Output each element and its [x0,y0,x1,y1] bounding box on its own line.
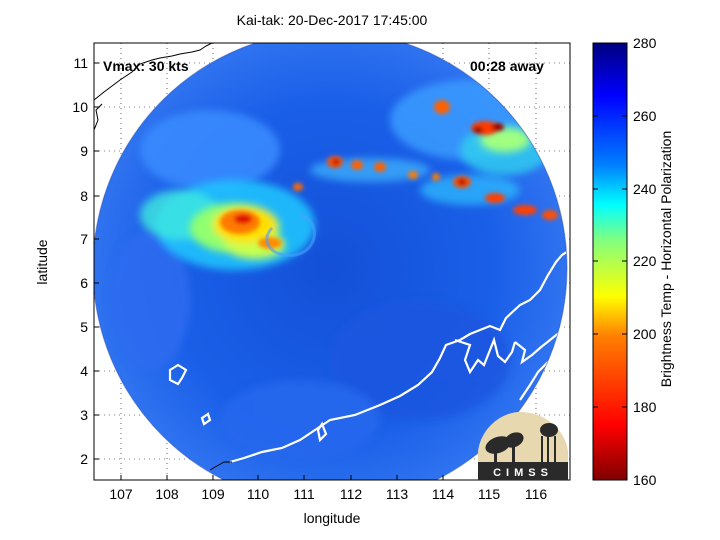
x-tick-label: 113 [386,486,409,502]
colorbar-tick-label: 180 [633,399,657,415]
colorbar-tick-label: 220 [633,253,657,269]
map-plot [94,43,570,480]
coastline-north [94,43,213,101]
y-tick-labels: 11 10 9 8 7 6 5 4 3 2 [72,55,88,467]
y-tick-label: 7 [80,231,88,247]
colorbar-tick-label: 280 [633,35,657,51]
x-tick-label: 112 [340,486,363,502]
brightness-temp-swath [94,43,567,480]
colorbar [592,42,628,481]
colorbar-label: Brightness Temp - Horizontal Polarizatio… [658,130,674,388]
y-tick-label: 9 [80,143,88,159]
y-axis-label: latitude [34,239,50,285]
colorbar-ticks [593,42,627,481]
y-tick-label: 11 [73,55,88,71]
time-offset-label: 00:28 away [470,58,544,74]
colorbar-tick-label: 200 [633,326,657,342]
plot-frame [93,42,571,481]
colorbar-tick-label: 160 [633,472,657,488]
x-tick-label: 114 [432,486,455,502]
y-tick-label: 6 [80,275,88,291]
colorbar-tick-labels: 280 260 240 220 200 180 160 [633,35,657,488]
axis-ticks [94,62,537,480]
cimss-logo: CIMSS [478,412,568,480]
colorbar-tick-label: 240 [633,181,657,197]
x-tick-label: 107 [109,486,133,502]
x-tick-label: 115 [478,486,501,502]
x-tick-label: 109 [201,486,225,502]
vmax-label: Vmax: 30 kts [103,58,189,74]
y-tick-label: 2 [80,451,88,467]
colorbar-tick-label: 260 [633,108,657,124]
y-tick-label: 4 [80,363,88,379]
x-tick-label: 111 [293,486,314,502]
x-tick-label: 108 [155,486,179,502]
y-tick-label: 5 [80,319,88,335]
y-tick-label: 10 [72,99,88,115]
x-axis-label: longitude [303,510,361,526]
y-tick-label: 8 [80,188,88,204]
logo-text: CIMSS [493,467,553,479]
x-tick-label: 110 [247,486,270,502]
x-tick-label: 116 [525,486,548,502]
y-tick-label: 3 [80,407,88,423]
x-tick-labels: 107 108 109 110 111 112 113 114 115 116 [109,486,547,502]
figure-title: Kai-tak: 20-Dec-2017 17:45:00 [236,12,428,28]
